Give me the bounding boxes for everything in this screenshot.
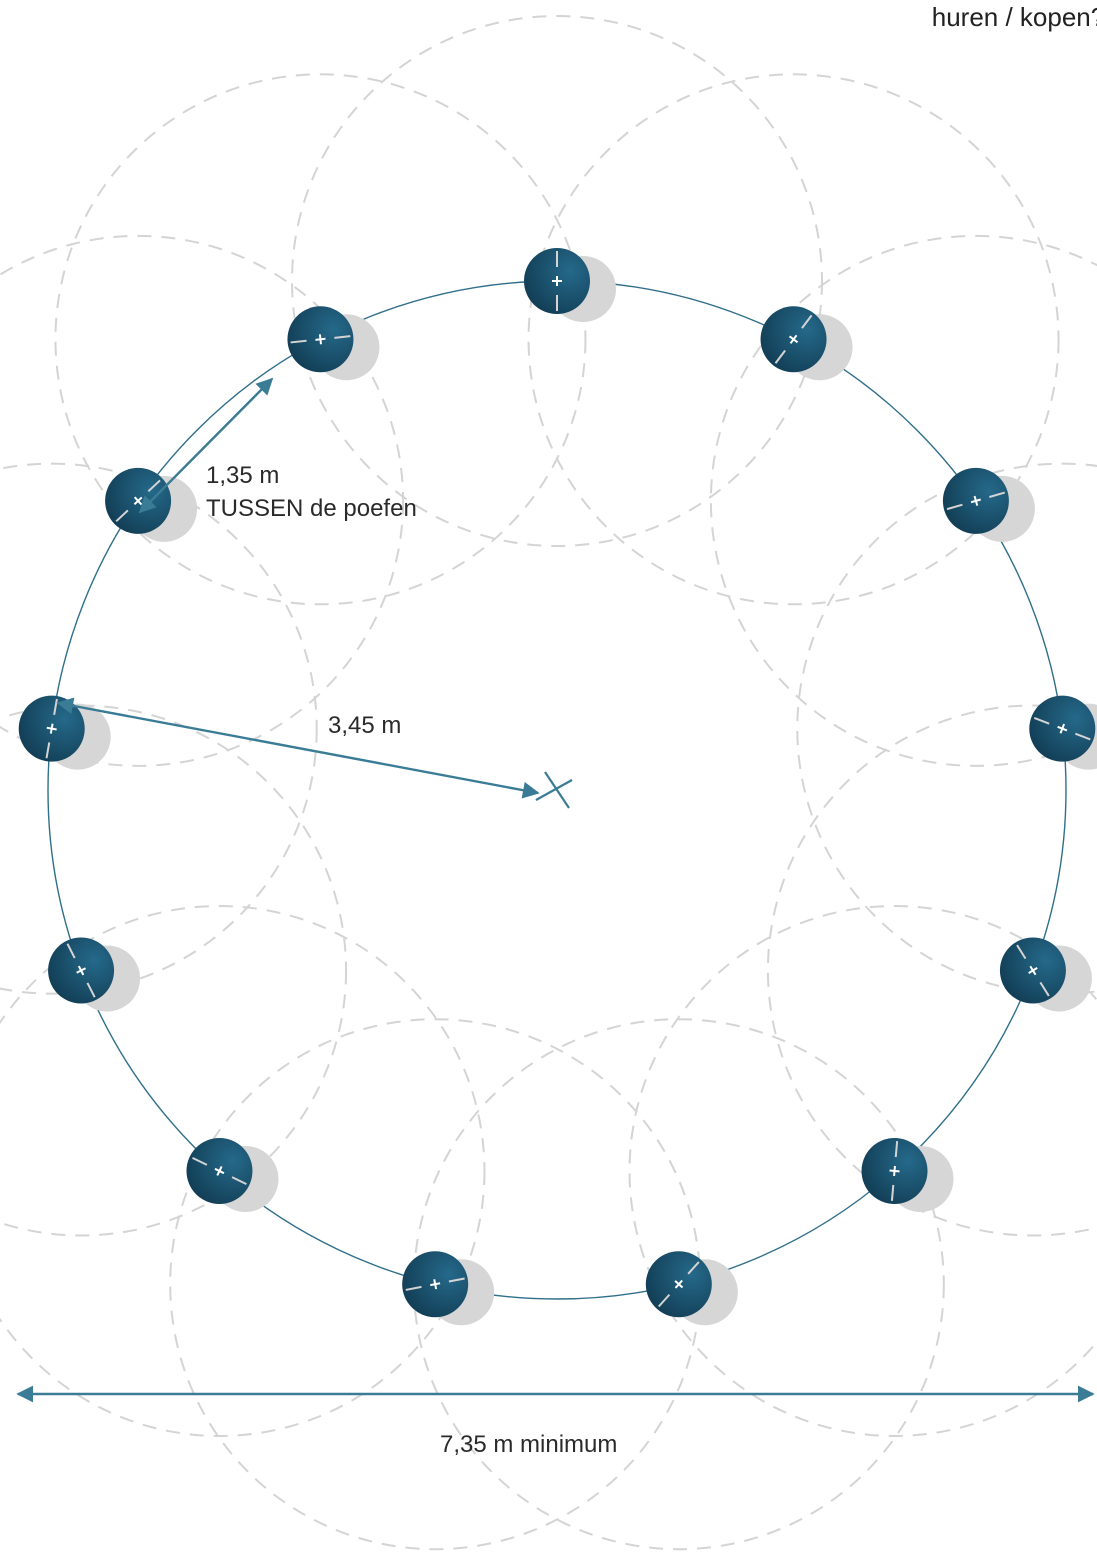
stool-center-mark: [290, 334, 351, 345]
stool: [287, 306, 380, 381]
radius-label: 3,45 m: [328, 712, 401, 739]
stool-center-mark: [552, 251, 562, 311]
stool: [645, 1251, 738, 1326]
radius-arrow: [56, 697, 540, 799]
stool: [18, 695, 111, 770]
stool-center-mark: [405, 1277, 465, 1291]
stool: [760, 306, 853, 381]
center-mark: [535, 771, 573, 809]
total-width-label: 7,35 m minimum: [440, 1431, 617, 1458]
seating-circle: [709, 234, 1097, 767]
stool: [1029, 695, 1097, 770]
stool: [186, 1137, 279, 1212]
stool-center-mark: [1016, 944, 1050, 997]
spacing-arrow: [138, 377, 274, 514]
stool-center-mark: [1033, 716, 1091, 741]
seating-circle: [767, 704, 1097, 1237]
top-link-text: huren / kopen? K: [932, 2, 1097, 33]
seating-circle: [628, 905, 1097, 1437]
stool-center-mark: [946, 491, 1006, 511]
stool-center-mark: [66, 943, 96, 998]
seating-circle: [54, 73, 587, 606]
seating-area-circles: [0, 15, 1097, 1551]
stool-center-mark: [889, 1141, 900, 1201]
stool-center-mark: [774, 314, 813, 364]
rent-buy-question: huren / kopen?: [931, 2, 1097, 32]
stool: [524, 248, 616, 322]
stool: [942, 467, 1035, 542]
stool: [861, 1137, 954, 1212]
stools-group: [18, 248, 1097, 1326]
stool-center-mark: [657, 1261, 700, 1308]
spacing-text-label: TUSSEN de poefen: [206, 495, 417, 522]
stool: [402, 1251, 495, 1326]
seating-circle: [291, 15, 823, 547]
seating-circle: [527, 73, 1060, 606]
stool-center-mark: [192, 1156, 247, 1186]
stool: [999, 937, 1092, 1012]
stool: [48, 937, 141, 1012]
seating-circle: [0, 905, 486, 1437]
spacing-value-label: 1,35 m: [206, 462, 279, 489]
seating-circle: [412, 1018, 945, 1551]
